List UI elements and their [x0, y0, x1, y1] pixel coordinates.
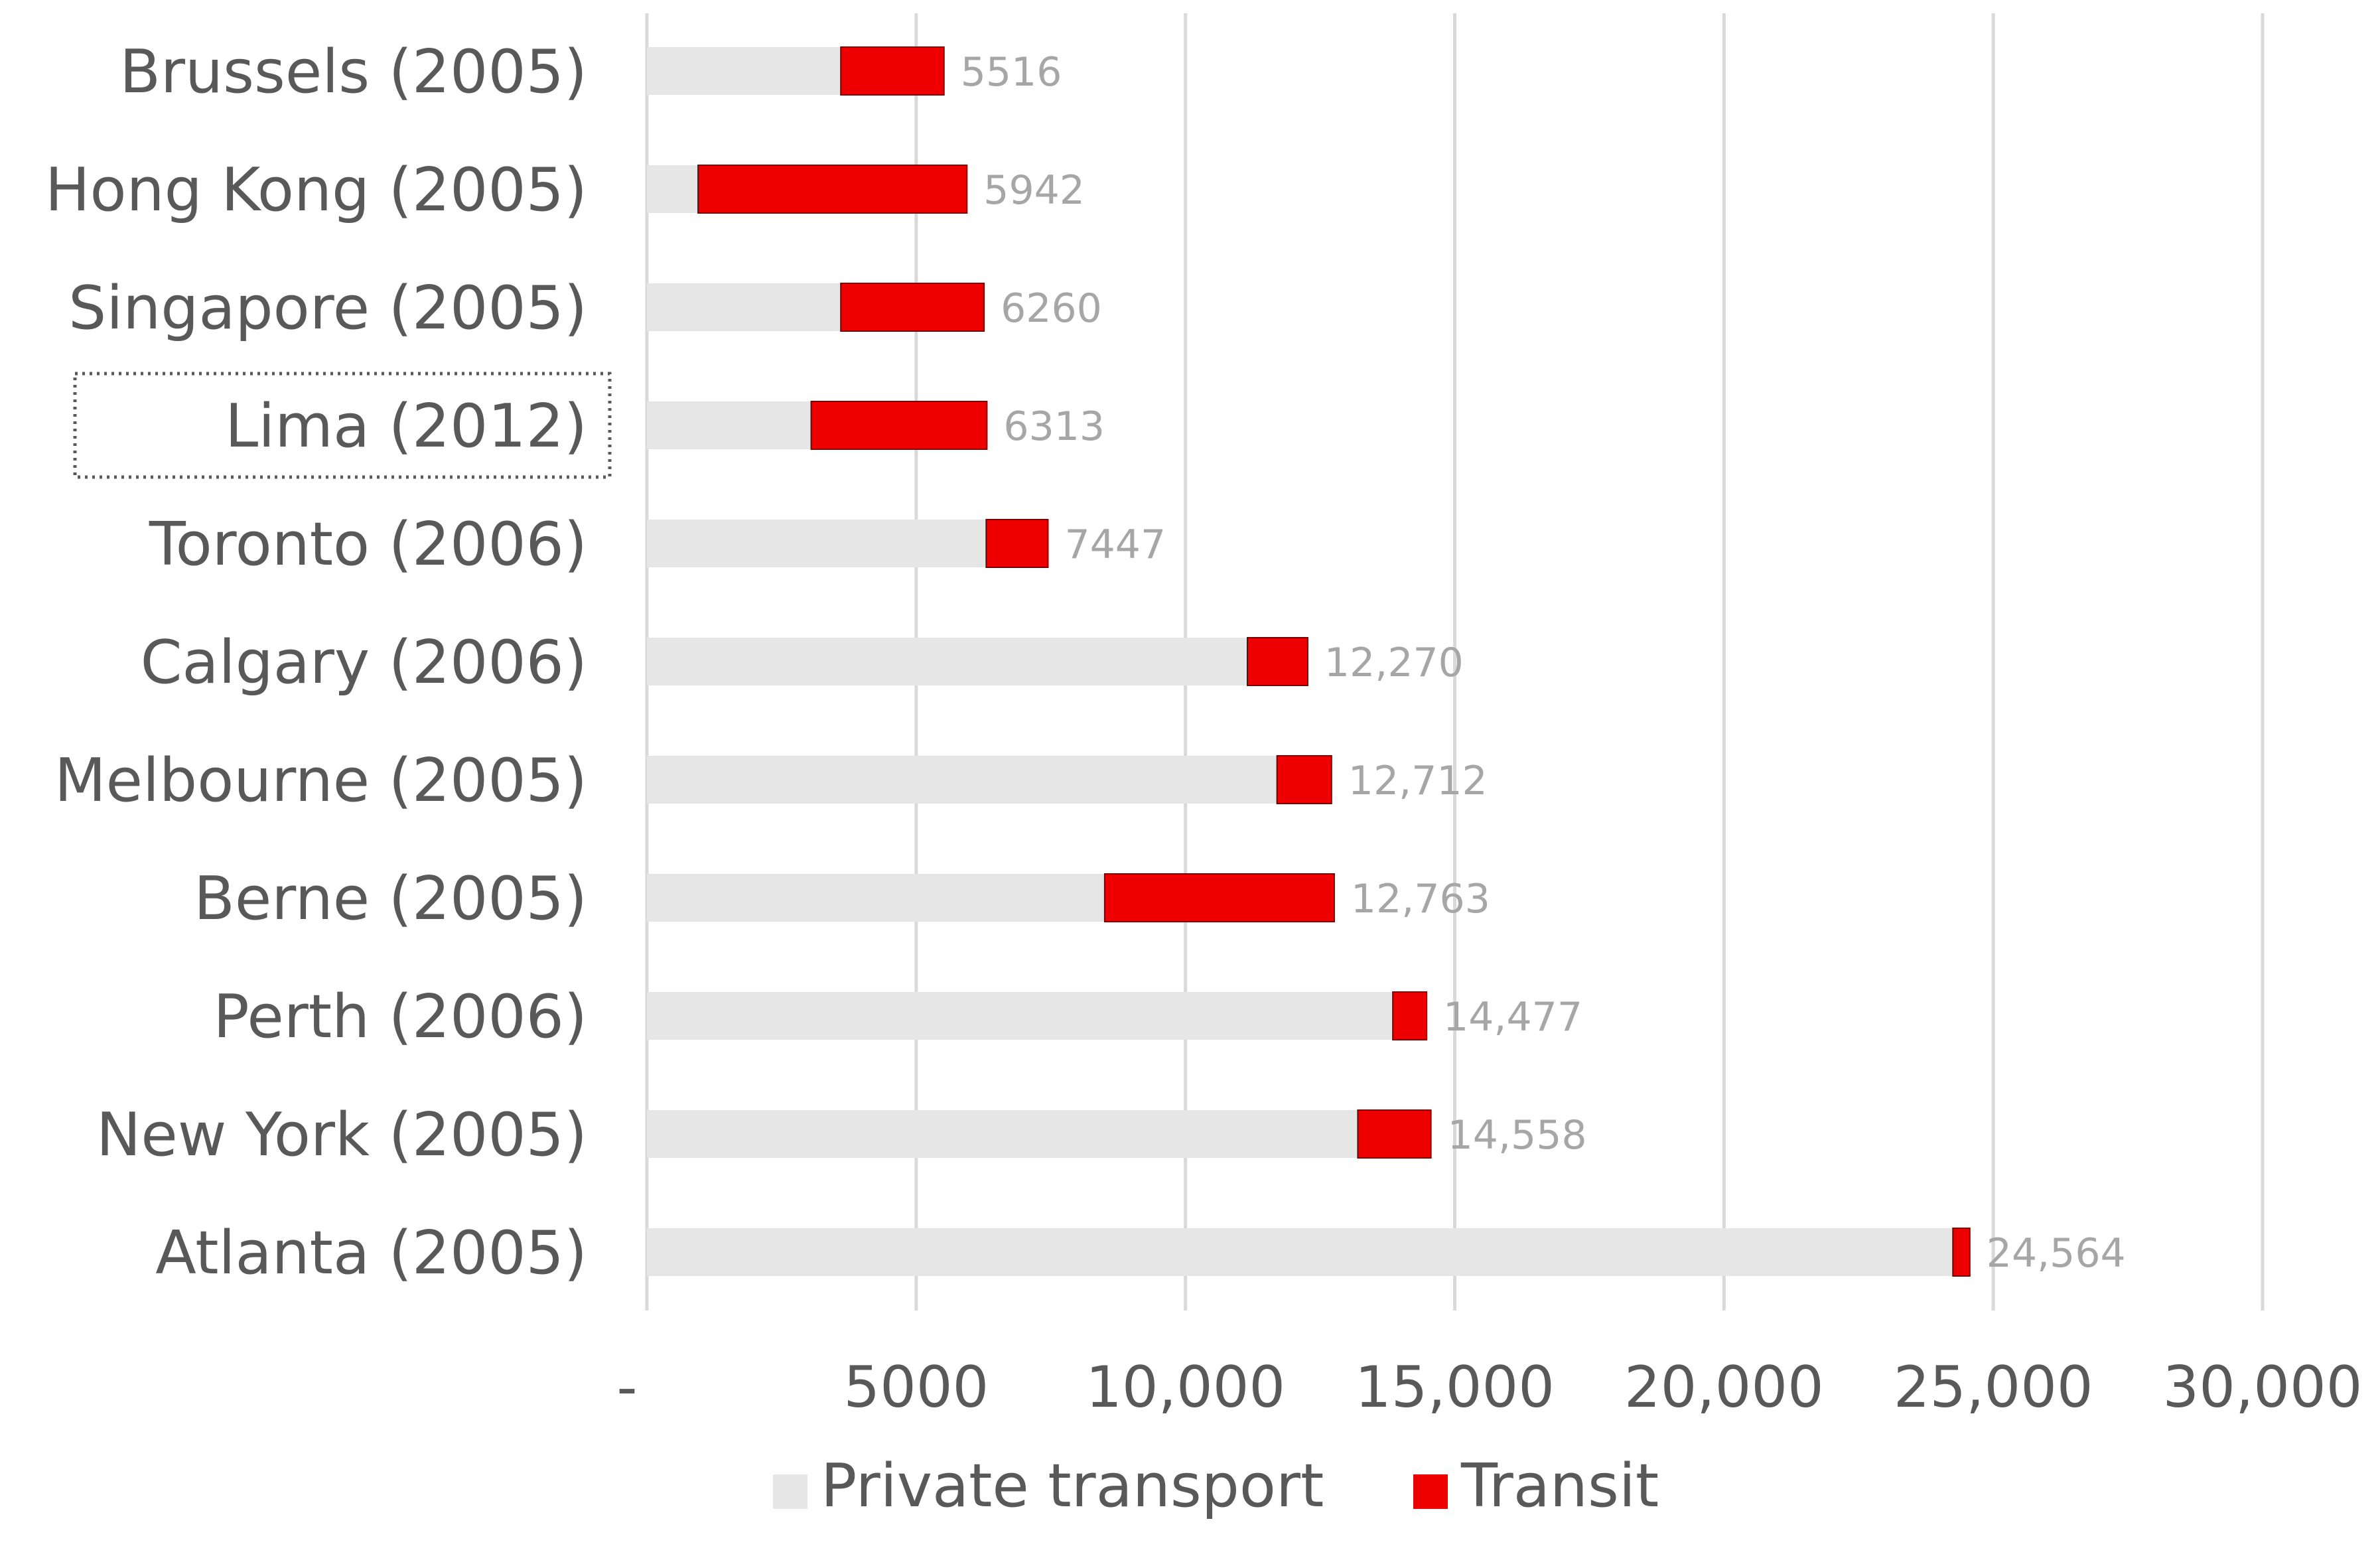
data-label: 12,270 [1324, 640, 1464, 686]
bar-transit[interactable] [985, 519, 1049, 568]
data-label: 12,763 [1351, 876, 1490, 922]
bar-transit[interactable] [697, 165, 968, 214]
category-label: Hong Kong (2005) [45, 155, 587, 225]
x-tick-label: 5000 [843, 1354, 989, 1421]
data-label: 14,477 [1443, 994, 1582, 1040]
bars [647, 46, 1971, 1277]
bar-private-transport[interactable] [647, 401, 811, 449]
bar-private-transport[interactable] [647, 756, 1277, 804]
bar-private-transport[interactable] [647, 1228, 1953, 1276]
bar-private-transport[interactable] [647, 520, 987, 567]
data-label: 6260 [1001, 285, 1102, 332]
legend-label: Private transport [821, 1451, 1324, 1521]
category-label: New York (2005) [96, 1100, 587, 1170]
bar-transit[interactable] [1276, 755, 1332, 804]
x-tick-label: - [616, 1354, 637, 1421]
x-tick-label: 15,000 [1355, 1354, 1555, 1421]
bar-private-transport[interactable] [647, 992, 1393, 1040]
bar-private-transport[interactable] [647, 638, 1248, 685]
data-label: 7447 [1064, 522, 1166, 568]
category-label: Atlanta (2005) [155, 1218, 587, 1288]
data-label: 12,712 [1348, 758, 1488, 804]
x-tick-label: 25,000 [1894, 1354, 2093, 1421]
category-label: Toronto (2006) [149, 510, 587, 579]
bar-transit[interactable] [840, 46, 945, 96]
x-tick-label: 20,000 [1624, 1354, 1824, 1421]
data-label: 6313 [1003, 403, 1105, 450]
x-tick-label: 30,000 [2163, 1354, 2363, 1421]
category-label: Brussels (2005) [119, 37, 587, 107]
category-label: Perth (2006) [213, 982, 587, 1052]
data-label: 14,558 [1448, 1112, 1587, 1159]
bar-private-transport[interactable] [647, 165, 699, 213]
legend-swatch [773, 1474, 807, 1509]
category-label: Lima (2012) [225, 391, 587, 461]
labels: - 5000 10,000 15,000 20,000 25,000 30,000 Bruss… [45, 37, 2363, 1421]
bar-transit[interactable] [810, 401, 988, 450]
legend-swatch [1413, 1474, 1448, 1509]
category-label: Melbourne (2005) [54, 746, 587, 816]
bar-private-transport[interactable] [647, 1110, 1358, 1158]
data-label: 5942 [983, 167, 1085, 214]
bar-transit[interactable] [1103, 873, 1335, 922]
bar-private-transport[interactable] [647, 874, 1105, 922]
bar-transit[interactable] [1247, 637, 1308, 686]
category-label: Berne (2005) [194, 864, 587, 934]
legend: Private transport Transit [773, 1451, 1659, 1521]
bar-private-transport[interactable] [647, 47, 841, 95]
data-label: 24,564 [1987, 1230, 2126, 1277]
x-tick-label: 10,000 [1085, 1354, 1285, 1421]
category-label: Calgary (2006) [141, 628, 587, 697]
selected-label-box [73, 372, 612, 479]
bar-transit[interactable] [1952, 1228, 1971, 1277]
category-label: Singapore (2005) [68, 273, 587, 343]
bar-transit[interactable] [840, 283, 985, 332]
legend-label: Transit [1460, 1451, 1659, 1521]
bar-private-transport[interactable] [647, 283, 841, 331]
bar-transit[interactable] [1392, 991, 1428, 1040]
bar-transit[interactable] [1357, 1109, 1432, 1159]
data-label: 5516 [961, 49, 1062, 96]
